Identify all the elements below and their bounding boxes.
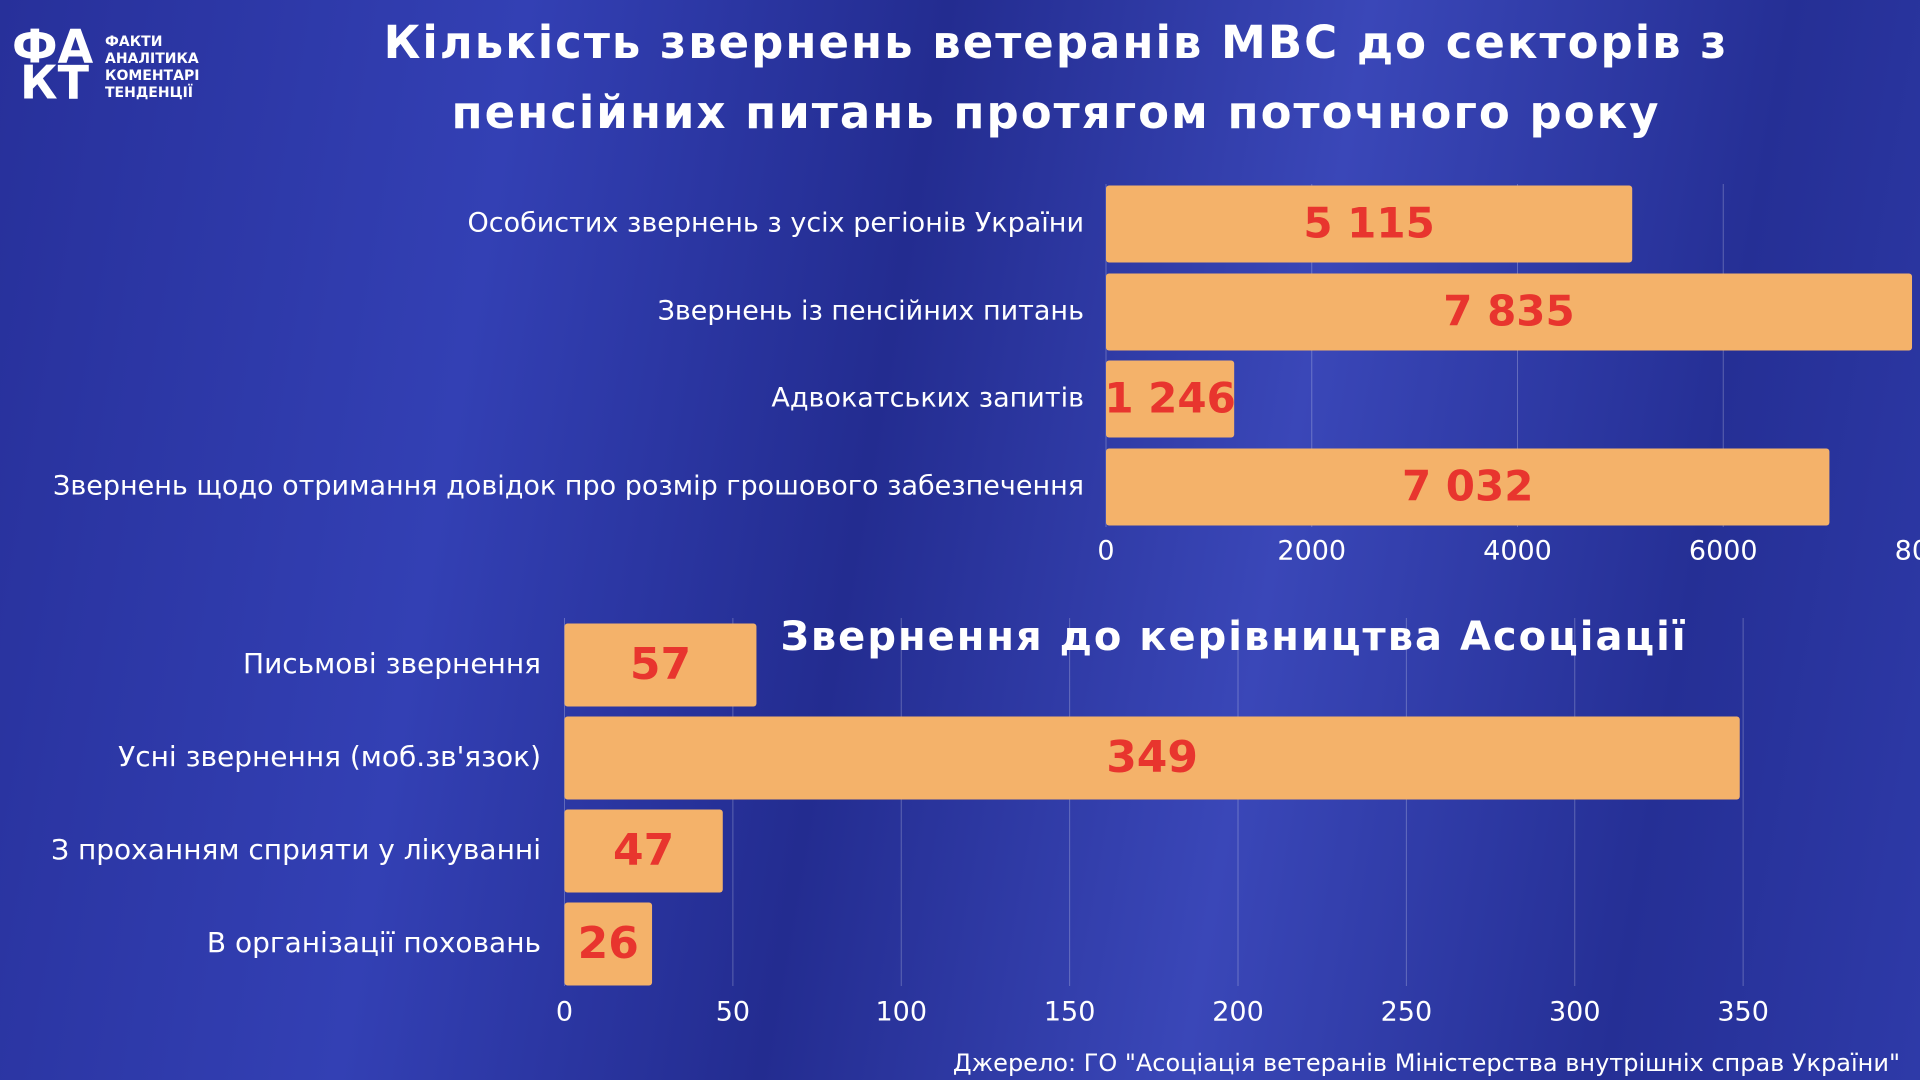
- category-label: З проханням сприяти у лікуванні: [51, 833, 541, 866]
- value-label: 47: [613, 825, 674, 876]
- value-label: 7 835: [1443, 287, 1575, 336]
- chart-title: Звернення до керівництва Асоціації: [780, 614, 1687, 660]
- x-tick-label: 200: [1212, 997, 1264, 1028]
- value-label: 5 115: [1303, 199, 1435, 248]
- logo-mark: КТ: [20, 56, 90, 110]
- x-tick-label: 50: [716, 997, 750, 1028]
- value-label: 7 032: [1402, 462, 1534, 511]
- value-label: 26: [578, 918, 639, 969]
- bar: [1106, 273, 1913, 351]
- category-label: Звернень щодо отримання довідок про розм…: [53, 471, 1084, 502]
- source: Джерело: ГО "Асоціація ветеранів Міністе…: [953, 1049, 1900, 1077]
- x-tick-label: 4000: [1483, 536, 1552, 567]
- chart-title: Кількість звернень ветеранів МВС до сект…: [383, 16, 1729, 139]
- category-label: Письмові звернення: [243, 647, 541, 680]
- bar: [564, 902, 653, 986]
- category-label: Особистих звернень з усіх регіонів Украї…: [467, 208, 1084, 239]
- x-tick-label: 6000: [1689, 536, 1758, 567]
- category-label: Адвокатських запитів: [771, 383, 1084, 414]
- x-tick-label: 300: [1549, 997, 1601, 1028]
- bar: [1106, 448, 1830, 526]
- x-tick-label: 150: [1044, 997, 1096, 1028]
- x-tick-label: 0: [556, 997, 573, 1028]
- logo-line: ТЕНДЕНЦІЇ: [105, 84, 193, 101]
- logo-line: КОМЕНТАРІ: [105, 68, 199, 84]
- logo-line: АНАЛІТИКА: [105, 51, 199, 67]
- value-label: 349: [1106, 732, 1198, 783]
- x-tick-label: 250: [1381, 997, 1433, 1028]
- bar: [564, 716, 1740, 800]
- bar: [564, 623, 757, 707]
- value-label: 1 246: [1104, 374, 1236, 423]
- bar: [1106, 360, 1235, 438]
- bar: [1106, 185, 1633, 263]
- value-label: 57: [630, 639, 691, 690]
- x-tick-label: 8000: [1895, 536, 1920, 567]
- category-label: В організації поховань: [207, 926, 541, 959]
- logo-mark: ФА: [12, 20, 94, 74]
- category-label: Усні звернення (моб.зв'язок): [118, 740, 541, 773]
- bar: [564, 809, 723, 893]
- x-tick-label: 350: [1717, 997, 1769, 1028]
- x-tick-label: 2000: [1277, 536, 1346, 567]
- x-tick-label: 100: [875, 997, 927, 1028]
- category-label: Звернень із пенсійних питань: [658, 296, 1084, 327]
- logo-line: ФАКТИ: [105, 34, 162, 50]
- x-tick-label: 0: [1097, 536, 1114, 567]
